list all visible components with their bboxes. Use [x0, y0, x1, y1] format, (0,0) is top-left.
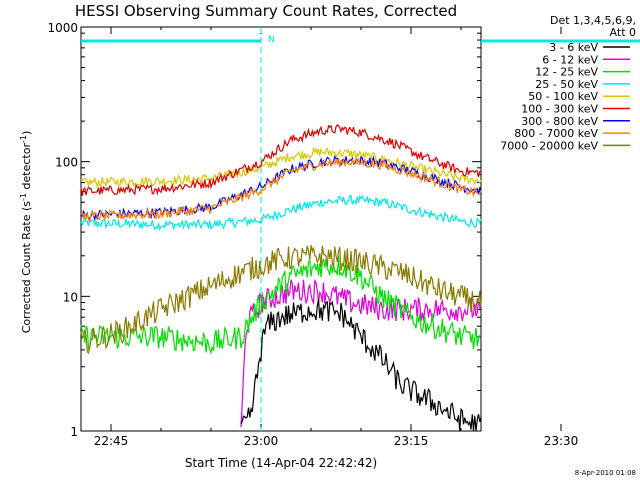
legend-label: 7000 - 20000 keV [500, 139, 598, 152]
legend-label: 3 - 6 keV [549, 41, 598, 54]
y-axis-label: Corrected Count Rate (s-1 detector-1) [19, 131, 33, 334]
x-tick-label: 23:30 [544, 434, 579, 448]
series-group [80, 124, 482, 432]
x-axis-label: Start Time (14-Apr-04 22:42:42) [185, 456, 377, 470]
y-tick-label: 1000 [47, 21, 78, 35]
legend-label: 6 - 12 keV [542, 53, 598, 66]
timestamp: 8-Apr-2010 01:08 [575, 469, 636, 477]
time-markers: N [81, 27, 640, 431]
series-line-2 [80, 255, 482, 355]
legend-label: 100 - 300 keV [521, 103, 598, 116]
legend-label: 300 - 800 keV [521, 115, 598, 128]
plot-frame [80, 26, 482, 432]
series-line-5 [80, 124, 482, 196]
night-flag-label: N [268, 35, 275, 45]
legend-label: 50 - 100 keV [528, 90, 598, 103]
series-line-1 [240, 279, 482, 428]
y-axis-label-sup2: -1 [19, 135, 28, 143]
series-line-8 [80, 245, 482, 354]
y-axis-label-mid: detector [20, 143, 33, 193]
legend-header-2: Att 0 [610, 26, 636, 39]
series-line-0 [240, 299, 482, 432]
y-tick-label: 10 [63, 290, 78, 304]
y-axis-label-main: Corrected Count Rate (s [20, 201, 33, 334]
y-axis: 1 10 100 1000 [47, 21, 481, 439]
series-line-4 [80, 146, 482, 189]
y-tick-label: 100 [55, 156, 78, 170]
legend-label: 25 - 50 keV [535, 78, 598, 91]
y-axis-label-sup1: -1 [19, 193, 28, 201]
chart-title: HESSI Observing Summary Count Rates, Cor… [75, 2, 457, 20]
x-tick-label: 23:00 [244, 434, 279, 448]
legend-label: 800 - 7000 keV [514, 127, 598, 140]
series-line-7 [80, 155, 482, 222]
legend-header-1: Det 1,3,4,5,6,9, [550, 14, 636, 27]
x-tick-label: 22:45 [94, 434, 129, 448]
y-tick-label: 1 [70, 425, 78, 439]
plot-border [80, 26, 482, 432]
legend-label: 12 - 25 keV [535, 66, 598, 79]
y-axis-label-end: ) [20, 131, 33, 135]
x-tick-label: 23:15 [394, 434, 429, 448]
series-line-3 [80, 194, 482, 232]
